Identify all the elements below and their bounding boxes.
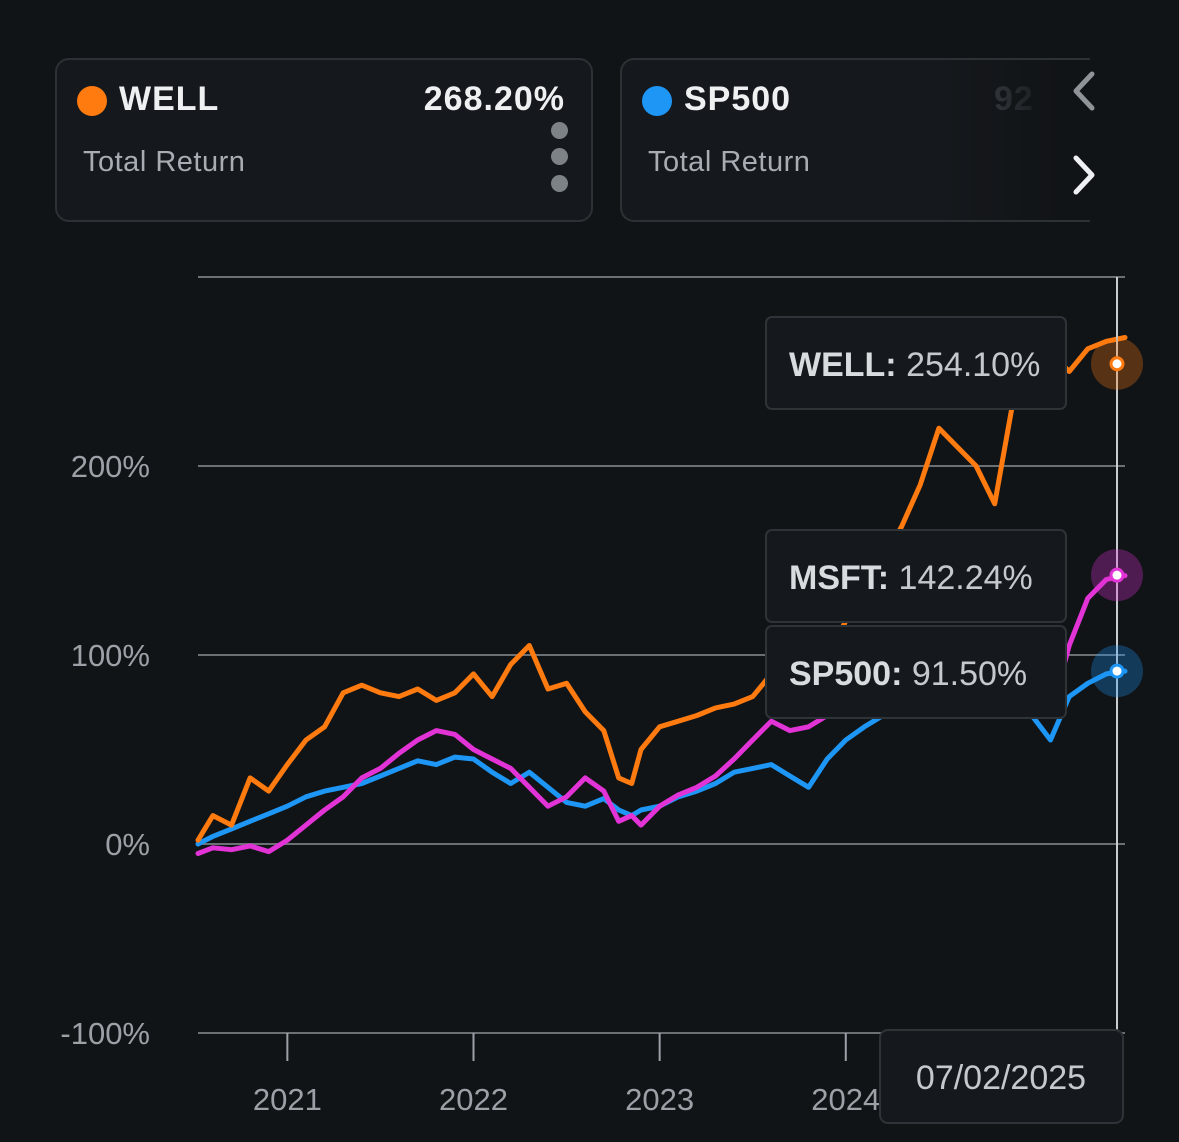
- x-tick-label: 2023: [625, 1082, 694, 1117]
- marker-msft: [1109, 567, 1125, 583]
- y-tick-label: 0%: [105, 827, 150, 862]
- well-total-return-value: 268.20%: [423, 80, 565, 118]
- svg-text:WELL: 254.10%: WELL: 254.10%: [789, 346, 1040, 384]
- tooltip-well-label: WELL:: [789, 346, 897, 384]
- y-axis-labels: 200% 100% 0% -100%: [60, 449, 150, 1051]
- y-tick-label: 200%: [71, 449, 150, 484]
- y-tick-label: -100%: [60, 1016, 150, 1051]
- tooltip-msft-value: 142.24%: [889, 559, 1033, 597]
- svg-text:SP500: 91.50%: SP500: 91.50%: [789, 655, 1027, 693]
- sp500-color-dot: [642, 86, 672, 116]
- well-ticker: WELL: [119, 80, 220, 118]
- y-tick-label: 100%: [71, 638, 150, 673]
- marker-sp500: [1109, 663, 1125, 679]
- well-color-dot: [77, 86, 107, 116]
- date-badge: 07/02/2025: [879, 1029, 1124, 1124]
- tooltip-sp500-label: SP500:: [789, 655, 902, 693]
- series-line-well: [195, 335, 1128, 843]
- marker-well: [1109, 356, 1125, 372]
- sp500-summary-card[interactable]: SP500 92 Total Return: [620, 58, 1090, 222]
- svg-text:MSFT: 142.24%: MSFT: 142.24%: [789, 559, 1033, 597]
- tooltip-sp500-value: 91.50%: [902, 655, 1027, 693]
- tooltip-well-value: 254.10%: [897, 346, 1041, 384]
- sp500-ticker: SP500: [684, 80, 792, 118]
- series-end-markers: [1091, 337, 1143, 698]
- well-subtitle: Total Return: [83, 146, 246, 178]
- date-badge-text: 07/02/2025: [916, 1059, 1086, 1097]
- x-tick-label: 2021: [253, 1082, 322, 1117]
- x-tick-label: 2024: [811, 1082, 880, 1117]
- sp500-subtitle: Total Return: [648, 146, 811, 178]
- tooltip-msft: MSFT: 142.24%: [765, 529, 1067, 623]
- chevron-left-icon[interactable]: [1066, 66, 1102, 116]
- well-summary-card[interactable]: WELL 268.20% Total Return: [55, 58, 593, 222]
- tooltip-msft-label: MSFT:: [789, 559, 889, 597]
- card-fade: [940, 60, 1090, 220]
- x-tick-label: 2022: [439, 1082, 508, 1117]
- x-axis: 2021 2022 2023 2024: [253, 1033, 880, 1117]
- chevron-right-icon[interactable]: [1066, 150, 1102, 200]
- tooltip-sp500: SP500: 91.50%: [765, 625, 1067, 719]
- tooltip-well: WELL: 254.10%: [765, 316, 1067, 410]
